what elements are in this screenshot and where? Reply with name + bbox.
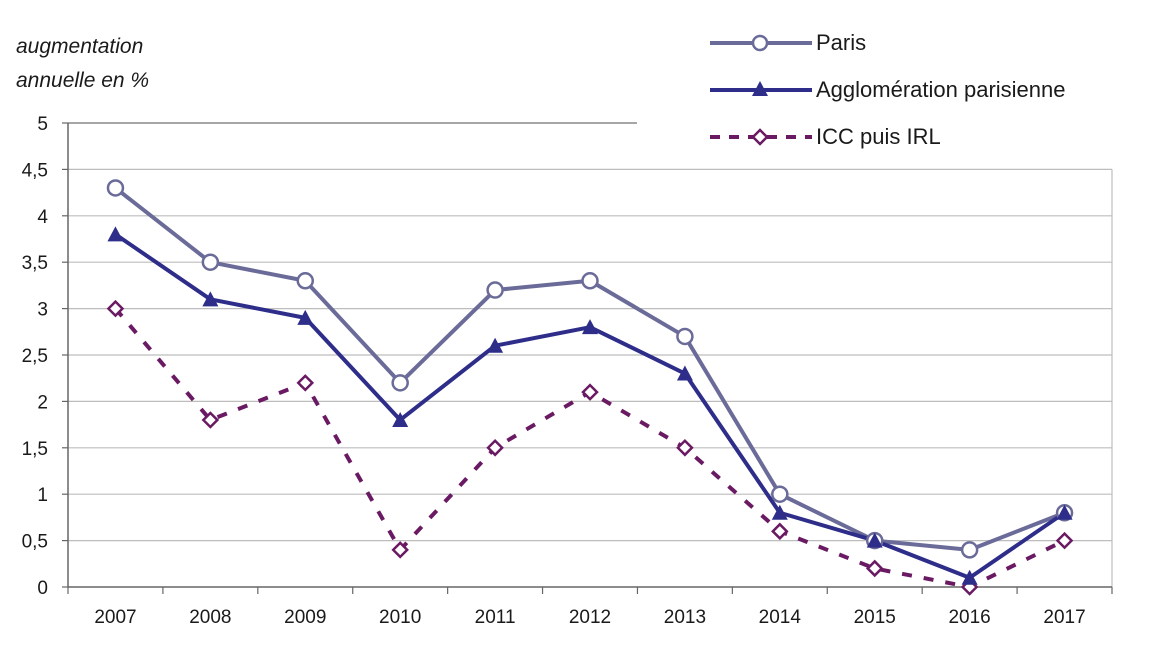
legend-label-paris: Paris	[816, 30, 867, 55]
point-0-2008	[201, 253, 220, 271]
gridlines	[68, 122, 1113, 587]
x-tick-label-2016: 2016	[948, 607, 990, 628]
y-axis-label: augmentation annuelle en %	[16, 30, 149, 98]
legend-swatch-icc-irl	[710, 128, 812, 146]
y-tick-label: 1,5	[22, 439, 48, 460]
point-1-2008	[202, 291, 219, 307]
x-tick-label-2010: 2010	[379, 607, 421, 628]
point-2-2009	[296, 374, 315, 392]
point-1-2010	[392, 411, 409, 427]
series-markers	[106, 179, 1074, 596]
y-tick-label: 3,5	[22, 253, 48, 274]
legend-label-agglomeration: Agglomération parisienne	[816, 77, 1066, 102]
x-tick-label-2008: 2008	[189, 607, 231, 628]
point-2-2011	[486, 439, 504, 457]
y-tick-label: 0,5	[22, 532, 48, 553]
x-tick-labels: 2007 2008 2009 2010 2011 2012 2013 2014 2015 2016…	[94, 607, 1085, 628]
legend-label-icc-irl: ICC puis IRL	[816, 124, 941, 149]
x-tick-label-2013: 2013	[664, 607, 706, 628]
series-line-0	[114, 186, 1066, 552]
point-1-2012	[582, 319, 598, 335]
y-tick-label: 0	[37, 578, 48, 599]
y-tick-label: 1	[37, 485, 48, 506]
point-1-2013	[676, 365, 693, 381]
point-0-2016	[960, 541, 979, 559]
point-2-2012	[581, 383, 599, 401]
legend-swatch-agglomeration	[710, 81, 812, 96]
point-2-2015	[865, 559, 884, 578]
x-tick-label-2009: 2009	[284, 607, 326, 628]
point-1-2009	[297, 309, 314, 325]
point-0-2010	[391, 374, 409, 392]
point-0-2013	[676, 327, 694, 346]
y-axis-label-line2: annuelle en %	[16, 69, 150, 92]
y-tick-labels: 0 0,5 1 1,5 2 2,5 3 3,5 4 4,5 5	[22, 114, 49, 599]
point-1-2016	[961, 569, 978, 585]
point-2-2008	[201, 411, 220, 429]
point-0-2007	[106, 179, 125, 197]
x-tick-label-2007: 2007	[94, 607, 136, 628]
point-2-2013	[676, 439, 694, 457]
legend-swatch-paris	[710, 34, 812, 52]
x-tick-label-2011: 2011	[475, 607, 516, 628]
y-tick-label: 2,5	[22, 346, 48, 367]
point-2-2007	[106, 299, 125, 318]
point-1-2014	[771, 504, 788, 520]
x-tick-label-2014: 2014	[759, 607, 802, 628]
x-tick-label-2015: 2015	[854, 607, 896, 628]
x-tick-label-2017: 2017	[1043, 607, 1085, 628]
point-1-2011	[487, 337, 504, 353]
point-2-2017	[1055, 531, 1074, 550]
y-tick-label: 2	[37, 392, 48, 413]
point-2-2014	[771, 522, 789, 541]
y-tick-label: 4	[37, 207, 48, 228]
point-1-2017	[1056, 504, 1073, 520]
y-tick-label: 4,5	[22, 160, 48, 181]
axes	[62, 122, 1113, 594]
point-2-2010	[391, 541, 409, 559]
y-axis-label-line1: augmentation	[16, 35, 144, 58]
y-tick-label: 3	[37, 300, 48, 321]
y-tick-label: 5	[37, 114, 48, 135]
point-0-2011	[486, 281, 504, 299]
point-1-2007	[107, 226, 124, 242]
point-0-2014	[771, 485, 789, 503]
point-0-2012	[581, 272, 599, 290]
point-0-2009	[296, 272, 315, 290]
x-tick-label-2012: 2012	[569, 607, 611, 628]
point-1-2015	[866, 532, 883, 548]
